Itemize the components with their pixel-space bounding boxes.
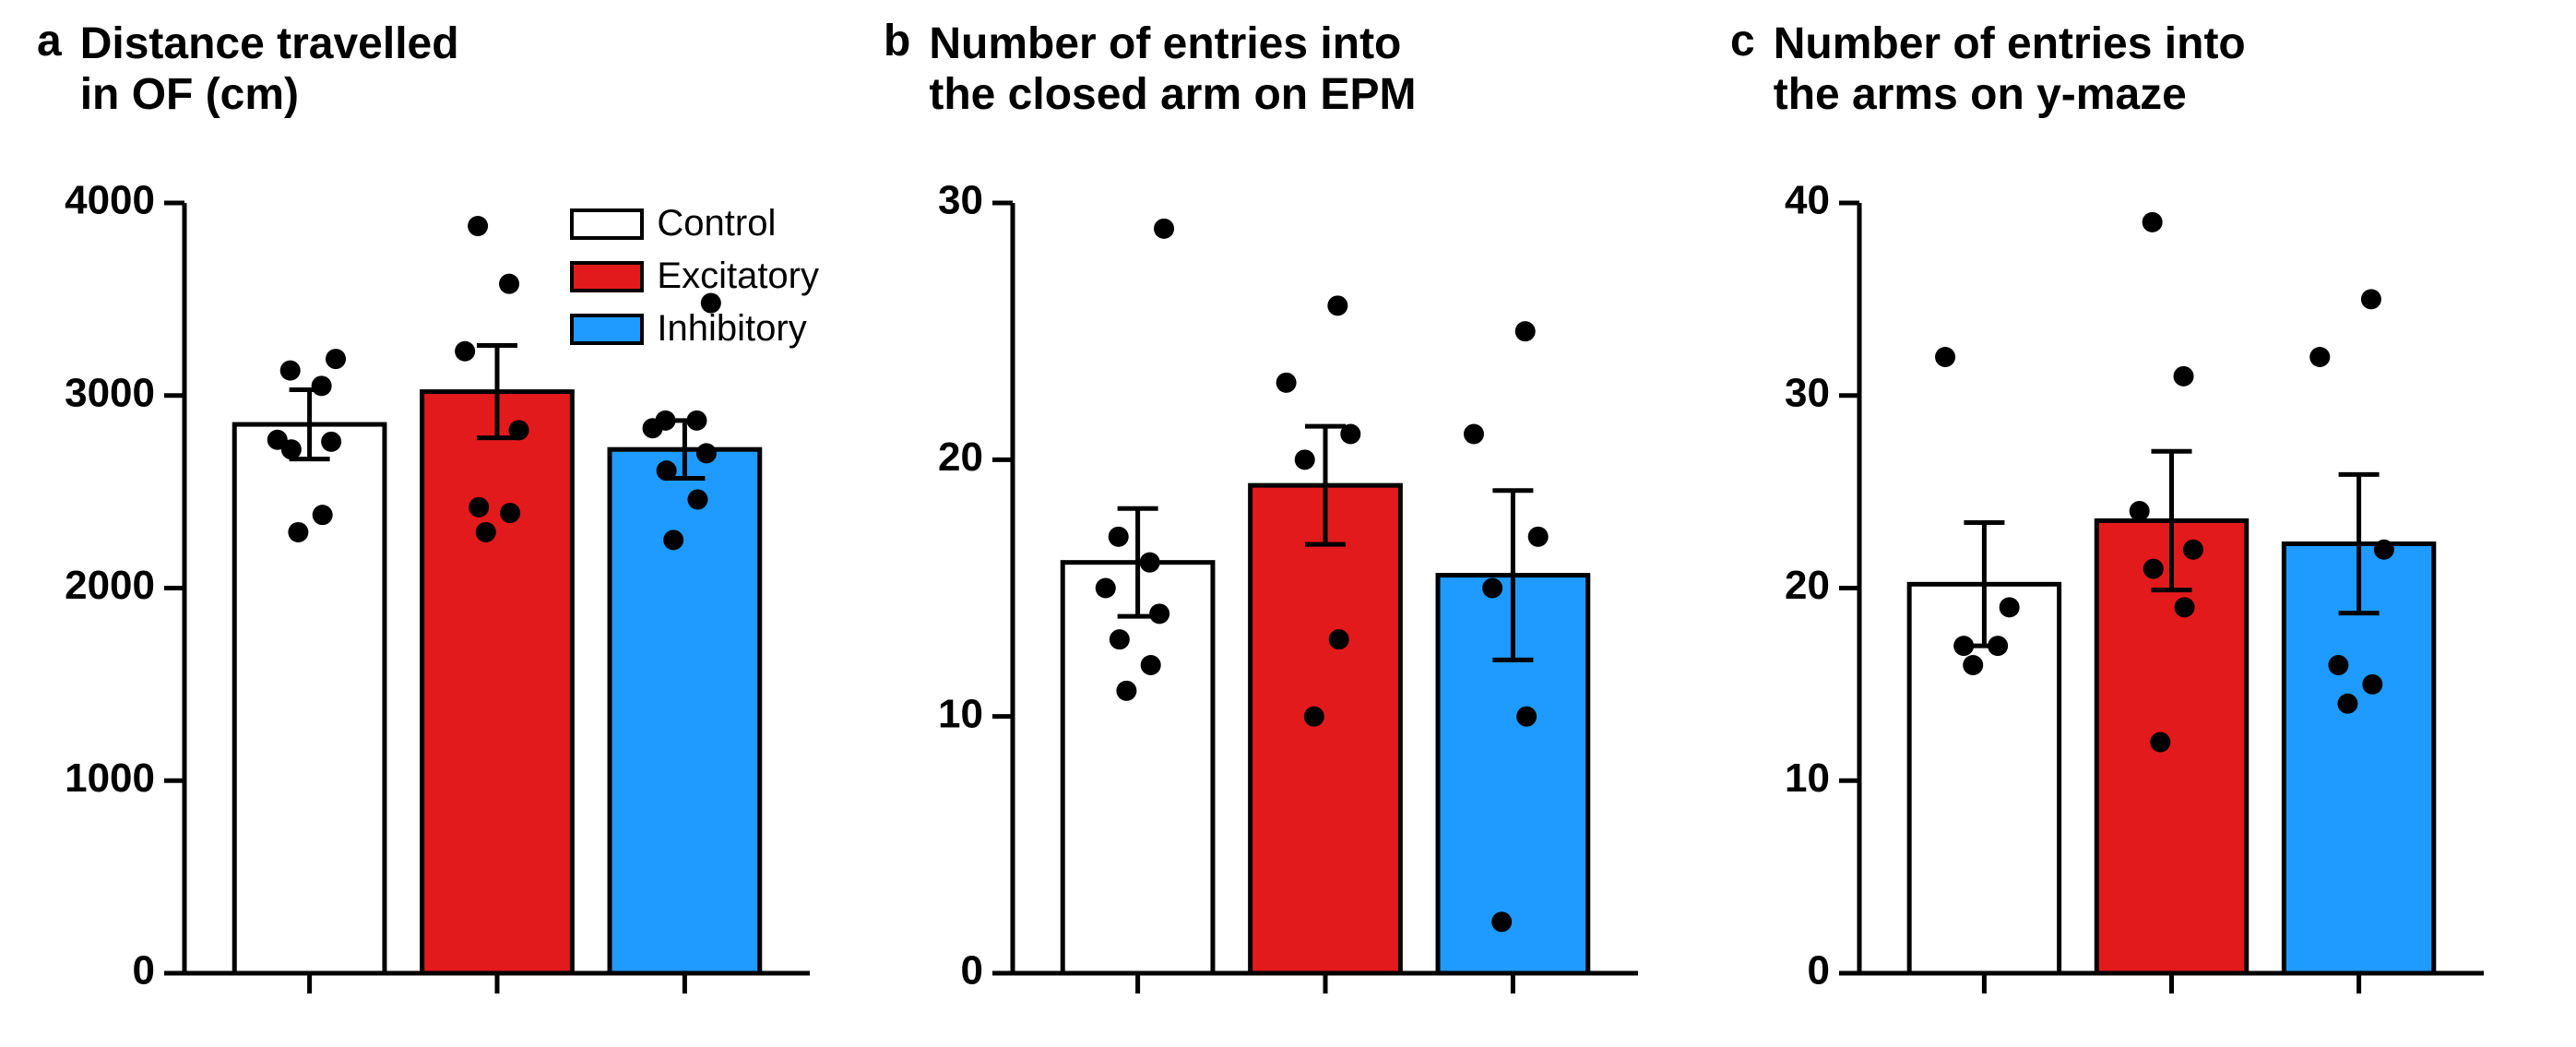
svg-text:30: 30 (1785, 370, 1830, 415)
panel-a-letter: a (37, 18, 62, 65)
svg-text:1000: 1000 (65, 756, 155, 801)
svg-text:0: 0 (1808, 948, 1830, 993)
panel-b-title: Number of entries into the closed arm on… (929, 18, 1416, 120)
panel-b-letter: b (884, 18, 910, 65)
svg-text:4000: 4000 (65, 178, 155, 223)
panel-c-plot: 0 10 20 30 40 (1730, 175, 2539, 1010)
panel-a: a Distance travelled in OF (cm) 0 1000 200… (18, 18, 865, 1010)
svg-text:0: 0 (961, 948, 983, 993)
legend: Control Excitatory Inhibitory (570, 203, 819, 350)
svg-text:40: 40 (1785, 178, 1830, 223)
panel-b-header: b Number of entries into the closed arm … (884, 18, 1693, 175)
legend-swatch (570, 314, 644, 345)
panel-b-svg: 0 10 20 30 (884, 175, 1693, 1010)
panel-c-svg: 0 10 20 30 40 (1730, 175, 2539, 1010)
svg-text:2000: 2000 (65, 563, 155, 608)
svg-text:20: 20 (938, 434, 983, 480)
svg-text:3000: 3000 (65, 370, 155, 415)
svg-text:0: 0 (133, 948, 155, 993)
legend-row: Control (570, 203, 819, 244)
svg-text:20: 20 (1785, 563, 1830, 608)
legend-swatch (570, 208, 644, 240)
svg-text:30: 30 (938, 178, 983, 223)
legend-row: Inhibitory (570, 308, 819, 350)
legend-swatch (570, 261, 644, 292)
panel-b-plot: 0 10 20 30 (884, 175, 1693, 1010)
panel-c: c Number of entries into the arms on y-m… (1712, 18, 2558, 1010)
panel-c-header: c Number of entries into the arms on y-m… (1730, 18, 2539, 175)
legend-label: Excitatory (657, 256, 819, 297)
legend-label: Control (657, 203, 776, 244)
legend-row: Excitatory (570, 256, 819, 297)
panel-a-header: a Distance travelled in OF (cm) (37, 18, 847, 175)
panel-c-letter: c (1730, 18, 1755, 65)
panel-a-plot: 0 1000 2000 3000 4000 Control Excitatory Inhib… (37, 175, 847, 1010)
svg-text:10: 10 (938, 691, 983, 736)
svg-text:10: 10 (1785, 756, 1830, 801)
panel-b: b Number of entries into the closed arm … (865, 18, 1712, 1010)
figure: a Distance travelled in OF (cm) 01000200… (0, 0, 2576, 1047)
panel-c-title: Number of entries into the arms on y-maz… (1774, 18, 2246, 120)
legend-label: Inhibitory (657, 308, 806, 350)
panel-a-title: Distance travelled in OF (cm) (80, 18, 459, 120)
